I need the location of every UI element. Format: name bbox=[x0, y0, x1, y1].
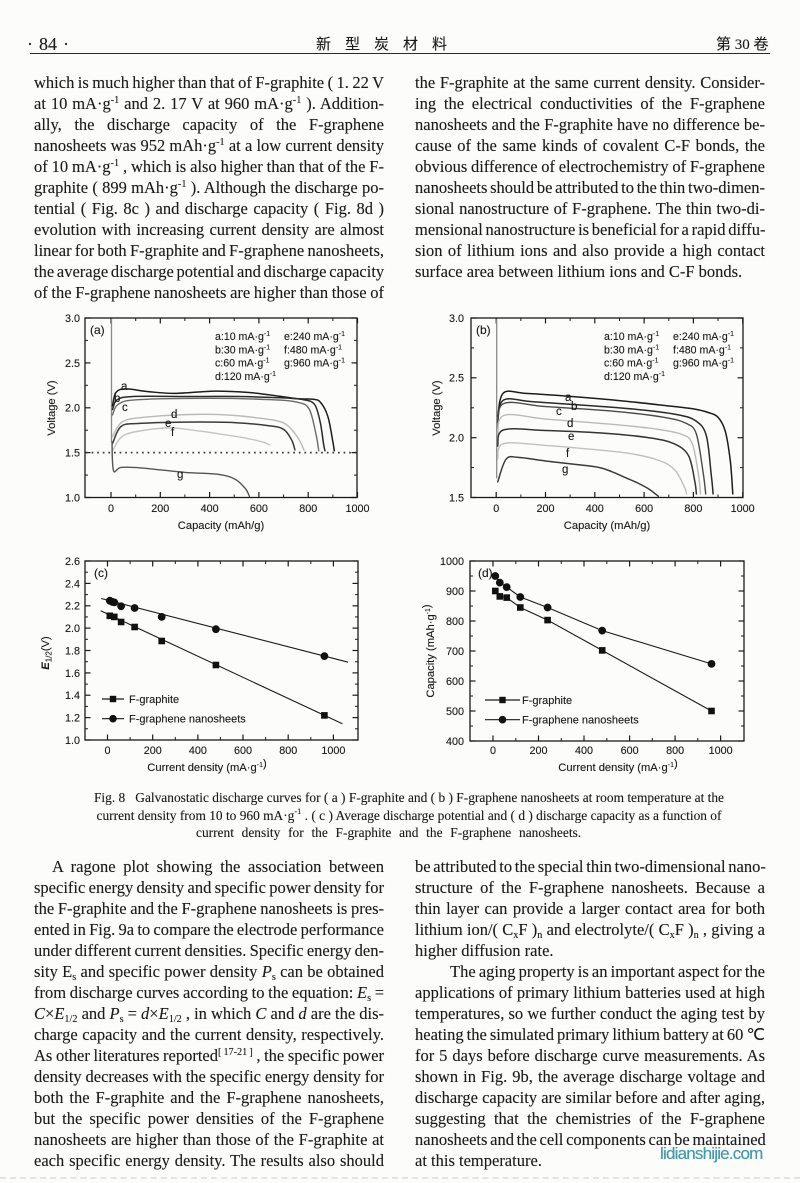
svg-text:1000: 1000 bbox=[345, 503, 369, 515]
svg-text:1.5: 1.5 bbox=[449, 492, 464, 504]
svg-text:E1/2(V): E1/2(V) bbox=[40, 636, 54, 670]
svg-text:1000: 1000 bbox=[731, 503, 755, 515]
svg-text:a: a bbox=[121, 381, 128, 393]
svg-text:600: 600 bbox=[621, 745, 639, 757]
svg-text:d: d bbox=[567, 418, 573, 430]
svg-text:Current density (mA·g-1): Current density (mA·g-1) bbox=[147, 758, 267, 774]
svg-text:0: 0 bbox=[108, 503, 114, 515]
svg-text:200: 200 bbox=[151, 503, 169, 515]
svg-text:2.0: 2.0 bbox=[65, 403, 80, 415]
svg-text:3.0: 3.0 bbox=[65, 313, 80, 325]
svg-text:e:240 mA·g-1: e:240 mA·g-1 bbox=[284, 331, 345, 343]
svg-text:500: 500 bbox=[446, 706, 464, 718]
svg-text:Capacity (mAh/g): Capacity (mAh/g) bbox=[564, 520, 651, 532]
svg-text:200: 200 bbox=[144, 745, 162, 757]
svg-text:a:10 mA·g-1: a:10 mA·g-1 bbox=[604, 331, 659, 343]
svg-text:f: f bbox=[171, 427, 175, 439]
svg-text:800: 800 bbox=[279, 745, 297, 757]
svg-text:900: 900 bbox=[446, 586, 464, 598]
svg-text:400: 400 bbox=[201, 503, 219, 515]
svg-text:(c): (c) bbox=[94, 566, 108, 580]
svg-text:0: 0 bbox=[493, 503, 499, 515]
svg-text:c: c bbox=[556, 406, 562, 418]
svg-text:2.0: 2.0 bbox=[449, 433, 464, 445]
svg-text:a:10 mA·g-1: a:10 mA·g-1 bbox=[215, 331, 270, 343]
svg-text:F-graphene nanosheets: F-graphene nanosheets bbox=[129, 714, 246, 726]
svg-text:(b): (b) bbox=[476, 323, 491, 337]
svg-text:1.5: 1.5 bbox=[65, 448, 80, 460]
svg-text:800: 800 bbox=[684, 503, 702, 515]
svg-text:f:480 mA·g-1: f:480 mA·g-1 bbox=[284, 344, 342, 356]
svg-text:0: 0 bbox=[490, 745, 496, 757]
svg-text:Capacity (mAh/g): Capacity (mAh/g) bbox=[178, 520, 265, 532]
svg-text:200: 200 bbox=[536, 503, 554, 515]
svg-text:e:240 mA·g-1: e:240 mA·g-1 bbox=[673, 331, 734, 343]
svg-text:c:60 mA·g-1: c:60 mA·g-1 bbox=[215, 358, 270, 370]
svg-text:400: 400 bbox=[189, 745, 207, 757]
svg-text:b: b bbox=[114, 393, 120, 405]
svg-text:1.0: 1.0 bbox=[65, 735, 80, 747]
svg-text:800: 800 bbox=[666, 745, 684, 757]
svg-text:1.4: 1.4 bbox=[65, 690, 80, 702]
svg-text:g: g bbox=[177, 469, 183, 481]
svg-text:d: d bbox=[171, 409, 177, 421]
svg-text:600: 600 bbox=[250, 503, 268, 515]
svg-text:g:960 mA·g-1: g:960 mA·g-1 bbox=[673, 358, 734, 370]
svg-text:700: 700 bbox=[446, 646, 464, 658]
svg-text:600: 600 bbox=[446, 676, 464, 688]
svg-text:400: 400 bbox=[575, 745, 593, 757]
svg-text:2.0: 2.0 bbox=[65, 623, 80, 635]
svg-text:b: b bbox=[571, 401, 577, 413]
svg-text:e: e bbox=[568, 431, 574, 443]
svg-text:600: 600 bbox=[635, 503, 653, 515]
svg-text:800: 800 bbox=[299, 503, 317, 515]
svg-text:(d): (d) bbox=[478, 566, 493, 580]
svg-text:F-graphite: F-graphite bbox=[129, 694, 179, 706]
svg-text:400: 400 bbox=[586, 503, 604, 515]
svg-text:Voltage (V): Voltage (V) bbox=[431, 380, 443, 436]
svg-text:2.2: 2.2 bbox=[65, 601, 80, 613]
svg-text:2.6: 2.6 bbox=[65, 556, 80, 568]
svg-text:0: 0 bbox=[104, 745, 110, 757]
svg-text:1000: 1000 bbox=[321, 745, 345, 757]
svg-text:d:120 mA·g-1: d:120 mA·g-1 bbox=[604, 371, 665, 383]
svg-text:1.0: 1.0 bbox=[65, 492, 80, 504]
svg-text:b:30 mA·g-1: b:30 mA·g-1 bbox=[215, 344, 270, 356]
svg-text:1.6: 1.6 bbox=[65, 668, 80, 680]
svg-text:1000: 1000 bbox=[440, 556, 464, 568]
svg-text:400: 400 bbox=[446, 736, 464, 748]
svg-text:2.4: 2.4 bbox=[65, 578, 80, 590]
svg-text:3.0: 3.0 bbox=[449, 313, 464, 325]
svg-text:(a): (a) bbox=[90, 323, 105, 337]
svg-text:Voltage (V): Voltage (V) bbox=[46, 380, 58, 436]
svg-text:f:480 mA·g-1: f:480 mA·g-1 bbox=[673, 344, 731, 356]
svg-text:2.5: 2.5 bbox=[65, 358, 80, 370]
svg-text:Current density (mA·g-1): Current density (mA·g-1) bbox=[558, 758, 678, 774]
svg-text:g: g bbox=[562, 464, 568, 476]
svg-text:g:960 mA·g-1: g:960 mA·g-1 bbox=[284, 358, 345, 370]
svg-text:2.5: 2.5 bbox=[449, 373, 464, 385]
svg-text:d:120 mA·g-1: d:120 mA·g-1 bbox=[215, 371, 276, 383]
svg-text:200: 200 bbox=[529, 745, 547, 757]
svg-text:c:60 mA·g-1: c:60 mA·g-1 bbox=[604, 358, 659, 370]
svg-text:b:30 mA·g-1: b:30 mA·g-1 bbox=[604, 344, 659, 356]
svg-text:1.8: 1.8 bbox=[65, 645, 80, 657]
svg-text:f: f bbox=[566, 448, 570, 460]
svg-text:600: 600 bbox=[234, 745, 252, 757]
svg-text:1000: 1000 bbox=[709, 745, 733, 757]
svg-text:F-graphite: F-graphite bbox=[522, 695, 572, 707]
svg-text:1.2: 1.2 bbox=[65, 713, 80, 725]
svg-text:800: 800 bbox=[446, 616, 464, 628]
svg-text:F-graphene nanosheets: F-graphene nanosheets bbox=[522, 715, 639, 727]
svg-text:c: c bbox=[122, 402, 128, 414]
svg-text:Capacity (mAh·g-1): Capacity (mAh·g-1) bbox=[421, 604, 437, 698]
svg-text:a: a bbox=[565, 392, 572, 404]
svg-text:e: e bbox=[165, 418, 171, 430]
